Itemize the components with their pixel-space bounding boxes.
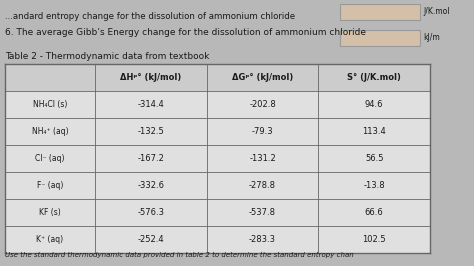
Text: 6. The average Gibb’s Energy change for the dissolution of ammonium chloride: 6. The average Gibb’s Energy change for … — [5, 28, 366, 37]
Text: -79.3: -79.3 — [252, 127, 273, 136]
Bar — [5, 199, 430, 226]
Text: 94.6: 94.6 — [365, 100, 383, 109]
Text: -132.5: -132.5 — [137, 127, 164, 136]
Text: -202.8: -202.8 — [249, 100, 276, 109]
Text: NH₄⁺ (aq): NH₄⁺ (aq) — [32, 127, 68, 136]
Bar — [340, 4, 420, 20]
Text: -131.2: -131.2 — [249, 154, 276, 163]
Text: -576.3: -576.3 — [137, 208, 164, 217]
Text: -278.8: -278.8 — [249, 181, 276, 190]
Bar — [5, 172, 430, 199]
Text: 113.4: 113.4 — [362, 127, 386, 136]
Text: -537.8: -537.8 — [249, 208, 276, 217]
Text: -332.6: -332.6 — [137, 181, 164, 190]
Bar — [5, 145, 430, 172]
Text: -283.3: -283.3 — [249, 235, 276, 244]
Bar — [5, 64, 430, 91]
Text: ΔHᵖ° (kJ/mol): ΔHᵖ° (kJ/mol) — [120, 73, 182, 82]
Text: F⁻ (aq): F⁻ (aq) — [37, 181, 63, 190]
Text: J/K.mol: J/K.mol — [423, 7, 449, 16]
Text: -252.4: -252.4 — [137, 235, 164, 244]
Text: Use the standard thermodynamic data provided in table 2 to determine the standar: Use the standard thermodynamic data prov… — [5, 252, 354, 258]
Text: ...andard entropy change for the dissolution of ammonium chloride: ...andard entropy change for the dissolu… — [5, 12, 295, 21]
Bar — [5, 118, 430, 145]
Text: S° (J/K.mol): S° (J/K.mol) — [347, 73, 401, 82]
Text: KF (s): KF (s) — [39, 208, 61, 217]
Text: kJ/m: kJ/m — [423, 34, 440, 43]
Text: 56.5: 56.5 — [365, 154, 383, 163]
Text: -167.2: -167.2 — [137, 154, 164, 163]
Text: -314.4: -314.4 — [137, 100, 164, 109]
Text: NH₄Cl (s): NH₄Cl (s) — [33, 100, 67, 109]
Text: Cl⁻ (aq): Cl⁻ (aq) — [35, 154, 65, 163]
Text: 102.5: 102.5 — [362, 235, 386, 244]
Text: -13.8: -13.8 — [364, 181, 385, 190]
Text: Table 2 - Thermodynamic data from textbook: Table 2 - Thermodynamic data from textbo… — [5, 52, 210, 61]
Text: 66.6: 66.6 — [365, 208, 383, 217]
Bar — [5, 91, 430, 118]
Bar — [340, 30, 420, 46]
Bar — [5, 226, 430, 253]
Text: K⁺ (aq): K⁺ (aq) — [36, 235, 64, 244]
Text: ΔGᵖ° (kJ/mol): ΔGᵖ° (kJ/mol) — [232, 73, 293, 82]
